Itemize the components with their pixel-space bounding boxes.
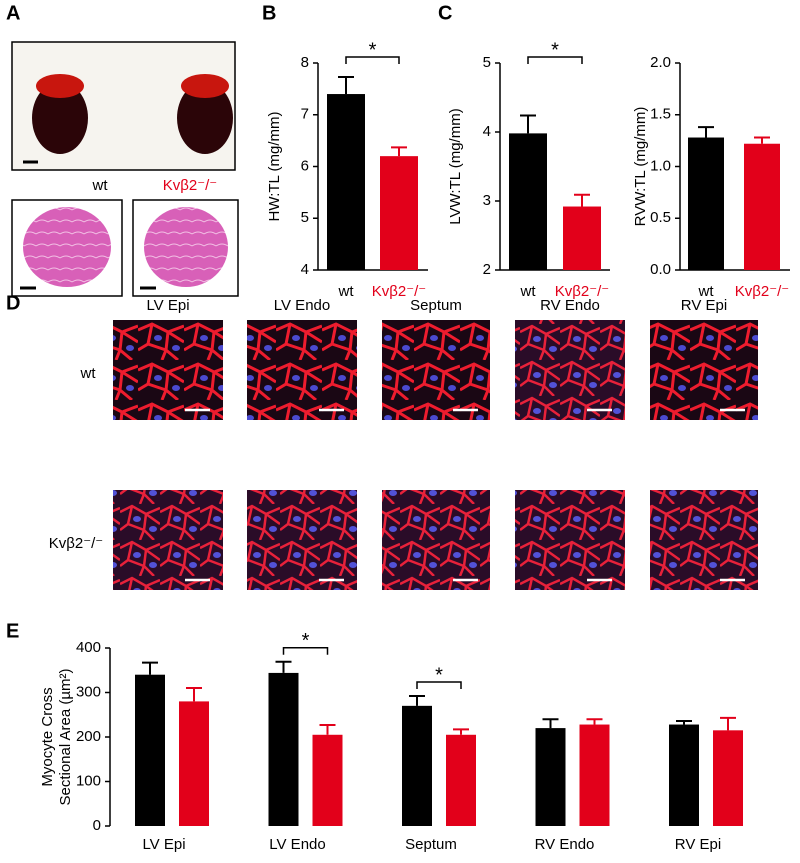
x-tick-label: wt <box>338 283 355 300</box>
y-tick-label: 1.0 <box>650 157 671 174</box>
panel-d-images <box>113 320 758 590</box>
image-label: Kvβ2⁻/⁻ <box>163 177 217 194</box>
significance-label: * <box>369 39 377 61</box>
x-tick-label: LV Epi <box>142 836 185 853</box>
significance-bracket <box>416 681 462 690</box>
y-axis-label: LVW:TL (mg/mm) <box>447 108 464 224</box>
panel-letter: E <box>6 620 19 642</box>
x-tick-label: Kvβ2⁻/⁻ <box>555 283 609 300</box>
x-tick-label: LV Endo <box>269 836 325 853</box>
error-bar <box>338 75 354 95</box>
y-tick-label: 0.5 <box>650 209 671 226</box>
y-axis-label: Sectional Area (µm²) <box>57 668 74 805</box>
y-tick-label: 7 <box>301 106 309 123</box>
bar <box>563 206 601 270</box>
column-label: Septum <box>410 297 462 314</box>
y-tick-label: 5 <box>301 209 309 226</box>
bar <box>312 734 343 826</box>
row-label: wt <box>80 365 97 382</box>
panel-letter: D <box>6 292 20 314</box>
bar <box>669 724 699 826</box>
x-tick-label: RV Epi <box>675 836 721 853</box>
y-tick-label: 5 <box>483 54 491 71</box>
bar <box>402 705 432 826</box>
error-bar <box>542 718 559 729</box>
image-label: wt <box>92 177 109 194</box>
x-tick-label: wt <box>698 283 715 300</box>
bar <box>380 156 418 270</box>
error-bar <box>676 719 692 725</box>
x-tick-label: wt <box>520 283 537 300</box>
y-axis-label: RVW:TL (mg/mm) <box>632 107 649 227</box>
error-bar <box>698 126 714 138</box>
y-tick-label: 8 <box>301 54 309 71</box>
error-bar <box>574 193 590 207</box>
y-tick-label: 2.0 <box>650 54 671 71</box>
error-bar <box>275 660 292 673</box>
bar <box>327 94 365 270</box>
column-label: LV Epi <box>146 297 189 314</box>
error-bar <box>391 146 407 157</box>
y-axis-label: HW:TL (mg/mm) <box>266 112 283 222</box>
x-tick-label: Septum <box>405 836 457 853</box>
error-bar <box>142 661 158 675</box>
y-tick-label: 400 <box>76 639 101 656</box>
significance-label: * <box>551 39 559 61</box>
y-tick-label: 4 <box>301 261 309 278</box>
y-tick-label: 0.0 <box>650 261 671 278</box>
y-tick-label: 2 <box>483 261 491 278</box>
error-bar <box>520 114 536 134</box>
error-bar <box>186 687 202 702</box>
y-tick-label: 0 <box>93 817 101 834</box>
significance-bracket <box>282 647 329 655</box>
y-tick-label: 300 <box>76 683 101 700</box>
error-bar <box>319 723 336 735</box>
bar <box>509 133 547 270</box>
panel-letter: A <box>6 2 20 24</box>
y-tick-label: 4 <box>483 123 491 140</box>
bar <box>744 143 780 270</box>
bar <box>535 728 566 826</box>
bar <box>688 137 724 270</box>
column-label: RV Epi <box>681 297 727 314</box>
y-tick-label: 6 <box>301 157 309 174</box>
bar <box>713 730 743 826</box>
error-bar <box>586 718 603 725</box>
significance-label: * <box>435 664 443 686</box>
error-bar <box>453 728 469 735</box>
bar <box>446 734 476 826</box>
panel-a-images <box>11 41 239 297</box>
significance-label: * <box>302 630 310 652</box>
bar <box>135 674 165 826</box>
x-tick-label: RV Endo <box>535 836 595 853</box>
panel-letter: B <box>262 2 276 24</box>
error-bar <box>720 716 736 731</box>
error-bar <box>409 695 425 706</box>
row-label: Kvβ2⁻/⁻ <box>49 535 103 552</box>
column-label: LV Endo <box>274 297 330 314</box>
bar <box>579 724 610 826</box>
panel-letter: C <box>438 2 452 24</box>
significance-bracket <box>345 56 400 64</box>
x-tick-label: Kvβ2⁻/⁻ <box>372 283 426 300</box>
y-tick-label: 3 <box>483 192 491 209</box>
y-axis-label: Myocyte Cross <box>39 687 56 786</box>
significance-bracket <box>527 56 583 64</box>
error-bar <box>754 136 770 144</box>
y-tick-label: 100 <box>76 772 101 789</box>
bar <box>179 701 209 826</box>
bar <box>268 672 299 826</box>
y-tick-label: 1.5 <box>650 106 671 123</box>
y-tick-label: 200 <box>76 728 101 745</box>
column-label: RV Endo <box>540 297 600 314</box>
x-tick-label: Kvβ2⁻/⁻ <box>735 283 789 300</box>
